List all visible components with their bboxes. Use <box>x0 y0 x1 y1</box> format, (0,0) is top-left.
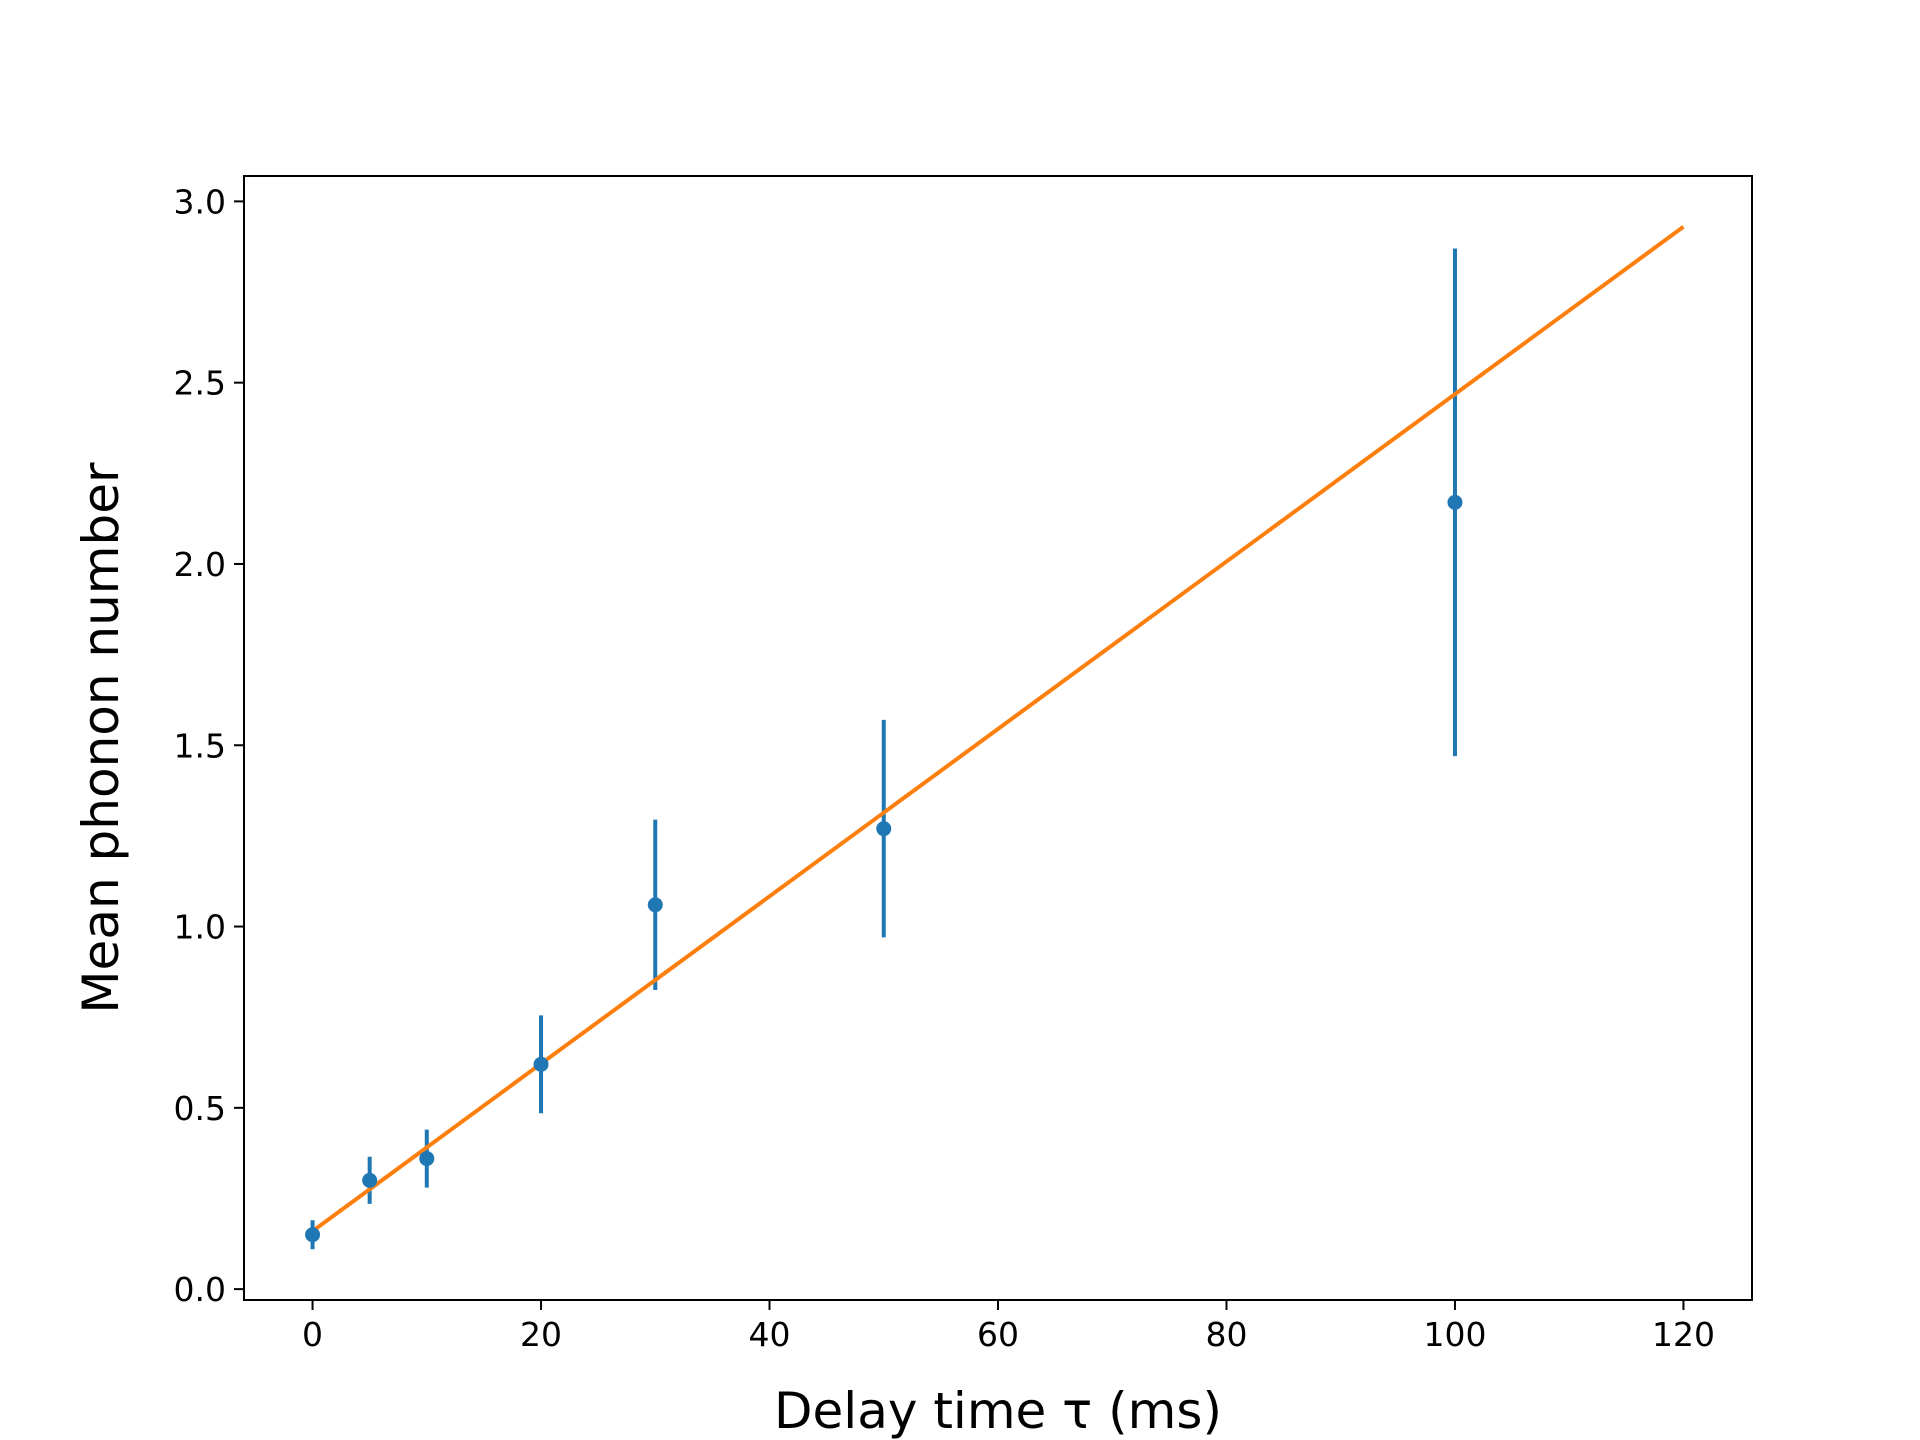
x-tick-label: 0 <box>302 1315 323 1354</box>
data-point <box>647 897 663 913</box>
x-tick-label: 120 <box>1652 1315 1715 1354</box>
y-tick-label: 0.5 <box>174 1089 226 1128</box>
y-tick-label: 2.0 <box>174 545 226 584</box>
x-tick-label: 60 <box>977 1315 1019 1354</box>
data-point <box>1447 494 1463 510</box>
y-tick-label: 0.0 <box>174 1270 226 1309</box>
x-axis-label: Delay time τ (ms) <box>774 1382 1222 1440</box>
x-tick-label: 40 <box>749 1315 791 1354</box>
y-tick-label: 1.0 <box>174 908 226 947</box>
x-axis-ticks: 0 20 40 60 80 100 120 <box>302 1300 1715 1354</box>
data-point <box>419 1151 435 1167</box>
series-layer <box>305 225 1685 1250</box>
y-tick-label: 1.5 <box>174 726 226 765</box>
y-tick-label: 2.5 <box>174 364 226 403</box>
data-point <box>362 1172 378 1188</box>
data-point <box>305 1227 321 1243</box>
x-tick-label: 20 <box>520 1315 562 1354</box>
data-point <box>876 821 892 837</box>
x-tick-label: 80 <box>1205 1315 1247 1354</box>
y-tick-label: 3.0 <box>174 182 226 221</box>
y-axis-ticks: 0.0 0.5 1.0 1.5 2.0 2.5 3.0 <box>174 182 244 1309</box>
fit-line <box>311 225 1685 1233</box>
x-tick-label: 100 <box>1423 1315 1486 1354</box>
y-axis-label: Mean phonon number <box>72 462 130 1014</box>
data-point <box>533 1056 549 1072</box>
